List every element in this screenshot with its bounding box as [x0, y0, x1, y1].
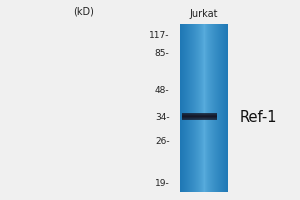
Text: 85-: 85-	[155, 48, 170, 58]
Text: 117-: 117-	[149, 30, 169, 40]
Text: Ref-1: Ref-1	[240, 110, 278, 124]
Text: 26-: 26-	[155, 136, 170, 146]
Text: (kD): (kD)	[74, 7, 94, 17]
Text: 48-: 48-	[155, 86, 170, 95]
Text: Jurkat: Jurkat	[190, 9, 218, 19]
Text: 34-: 34-	[155, 112, 170, 121]
Text: 19-: 19-	[155, 178, 170, 188]
